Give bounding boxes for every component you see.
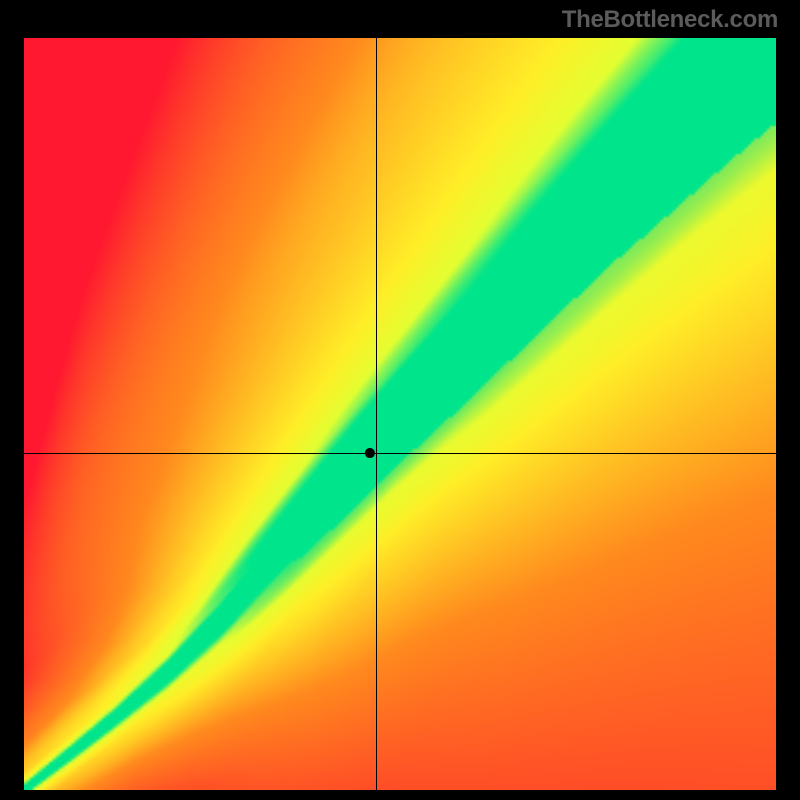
chart-container: TheBottleneck.com — [0, 0, 800, 800]
heatmap-canvas — [24, 38, 776, 790]
watermark-text: TheBottleneck.com — [562, 6, 778, 34]
